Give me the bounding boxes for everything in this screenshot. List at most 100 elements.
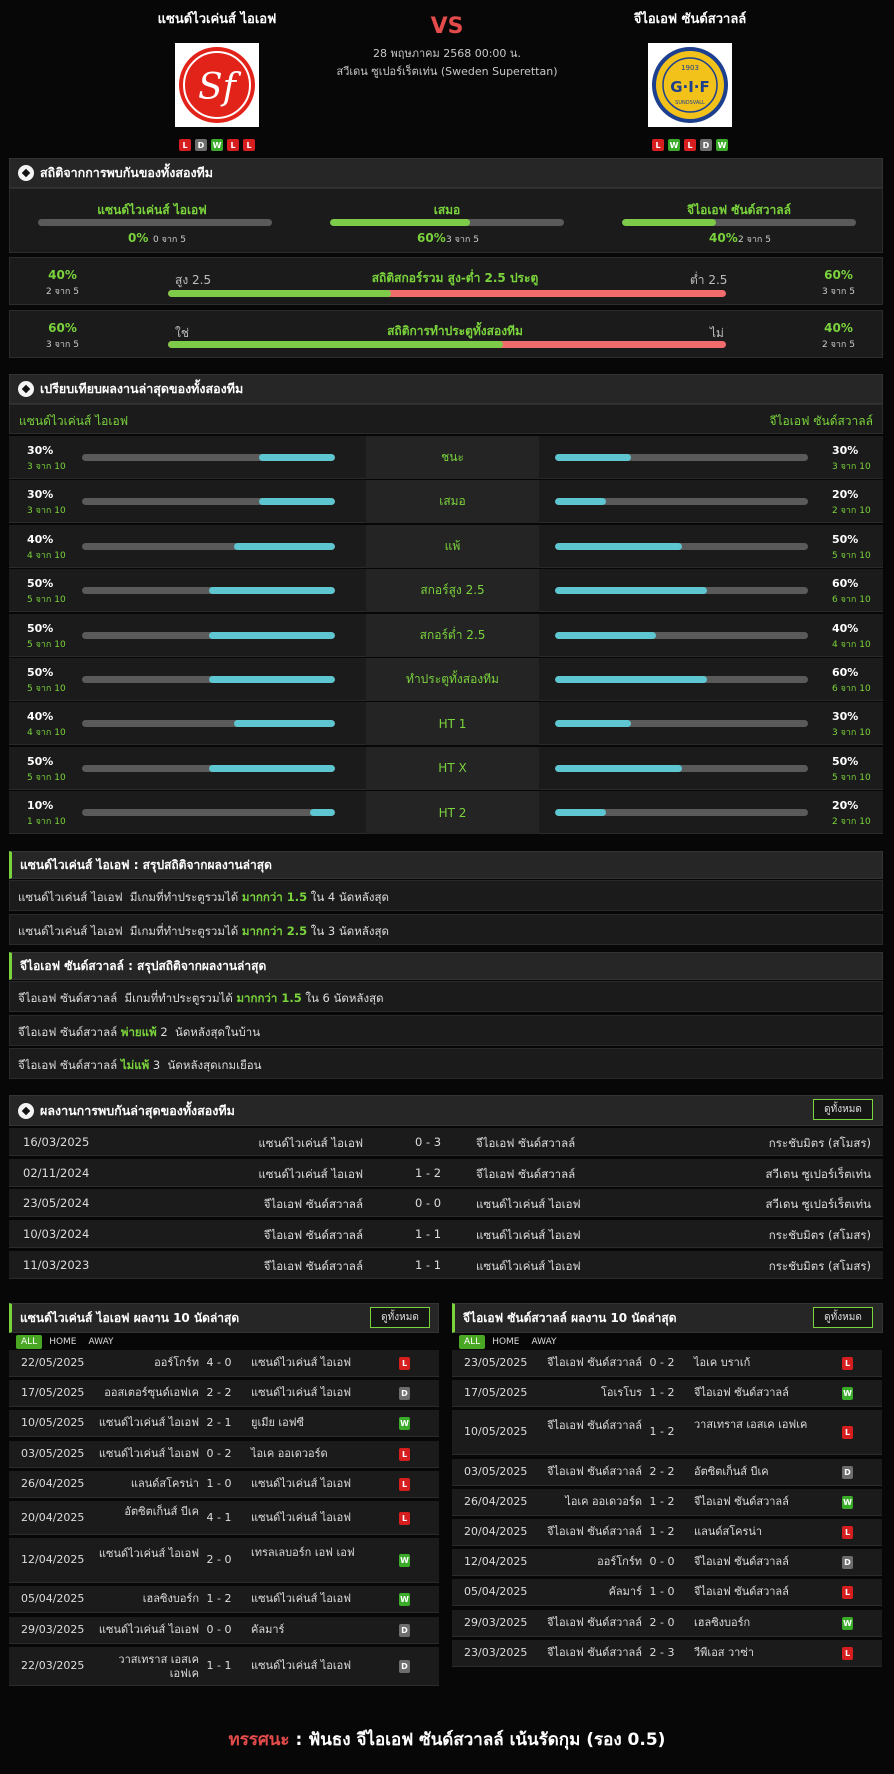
result-badge: L — [399, 1357, 410, 1370]
compare-away-pct: 60% — [832, 666, 859, 679]
recent-match-row[interactable]: 17/05/2025 ออสเตอร์ซุนด์เอฟเค 2 - 2 แซนด์ไว… — [9, 1380, 439, 1408]
match-home: แซนด์ไวเค่นส์ ไอเอฟ — [258, 1166, 363, 1181]
home-team-name: แซนด์ไวเค่นส์ ไอเอฟ — [157, 12, 277, 27]
recent-match-row[interactable]: 20/04/2025 จีไอเอฟ ซันด์สวาลล์ 1 - 2 แลนด์ส… — [452, 1519, 882, 1546]
compare-home-fill — [208, 587, 335, 595]
h2h-draw-label: เสมอ — [433, 203, 461, 217]
tab-home[interactable]: HOME — [492, 1337, 520, 1347]
recent-match-row[interactable]: 05/04/2025 คัลมาร์ 1 - 0 จีไอเอฟ ซันด์สวาลล… — [452, 1579, 882, 1607]
match-home: แลนด์สโครน่า — [130, 1476, 199, 1490]
summary-line: จีไอเอฟ ซันด์สวาลล์ มีเกมที่ทำประตูรวมได… — [9, 981, 883, 1012]
match-competition: กระชับมิตร (สโมสร) — [768, 1228, 871, 1243]
h2h-away-label: จีไอเอฟ ซันด์สวาลล์ — [687, 203, 791, 217]
compare-home-bar — [82, 676, 335, 683]
match-date: 22/05/2025 — [21, 1356, 85, 1369]
match-competition: กระชับมิตร (สโมสร) — [768, 1258, 871, 1273]
compare-row: 30% 3 จาก 10 ชนะ 30% 3 จาก 10 — [9, 436, 883, 479]
match-away: อัตซิตเก็นส์ บีเค — [694, 1464, 769, 1478]
compare-metric: HT 2 — [366, 791, 539, 835]
match-score: 2 - 0 — [649, 1615, 675, 1629]
compare-row: 50% 5 จาก 10 สกอร์สูง 2.5 60% 6 จาก 10 — [9, 569, 883, 613]
h2h-match-row[interactable]: 02/11/2024 แซนด์ไวเค่นส์ ไอเอฟ 1 - 2 จีไอเอ… — [9, 1158, 883, 1187]
form-badge: L — [227, 139, 239, 151]
match-date: 29/03/2025 — [464, 1615, 528, 1629]
h2h-match-row[interactable]: 23/05/2024 จีไอเอฟ ซันด์สวาลล์ 0 - 0 แซนด์ไ… — [9, 1189, 883, 1218]
compare-away-pct: 60% — [832, 577, 859, 591]
result-badge: L — [399, 1511, 410, 1525]
recent-match-row[interactable]: 22/05/2025 ออร์โกร์ท 4 - 0 แซนด์ไวเค่นส์ ไอ… — [9, 1350, 439, 1377]
match-date: 17/05/2025 — [21, 1386, 85, 1400]
compare-metric: HT 1 — [366, 702, 539, 746]
recent-match-row[interactable]: 05/04/2025 เฮลซิงบอร์ก 1 - 2 แซนด์ไวเค่นส์ … — [9, 1586, 439, 1614]
recent-match-row[interactable]: 10/05/2025 แซนด์ไวเค่นส์ ไอเอฟ 2 - 1 ยูเมีย… — [9, 1410, 439, 1438]
h2h-match-row[interactable]: 11/03/2023 จีไอเอฟ ซันด์สวาลล์ 1 - 1 แซนด์ไ… — [9, 1250, 883, 1279]
tab-home[interactable]: HOME — [49, 1337, 77, 1347]
match-home: จีไอเอฟ ซันด์สวาลล์ — [547, 1645, 642, 1659]
compare-away-of: 3 จาก 10 — [832, 728, 871, 739]
match-date: 28 พฤษภาคม 2568 00:00 น. — [373, 47, 521, 60]
recent-match-row[interactable]: 26/04/2025 แลนด์สโครน่า 1 - 0 แซนด์ไวเค่นส์… — [9, 1470, 439, 1498]
match-score: 1 - 0 — [206, 1476, 232, 1490]
tab-all[interactable]: ALL — [16, 1335, 43, 1349]
h2h-result-panel: แซนด์ไวเค่นส์ ไอเอฟ 0% 0 จาก 5 เสมอ 60% … — [9, 188, 883, 253]
recent-match-row[interactable]: 12/04/2025 ออร์โกร์ท 0 - 0 จีไอเอฟ ซันด์สวา… — [452, 1549, 882, 1577]
recent-match-row[interactable]: 03/05/2025 แซนด์ไวเค่นส์ ไอเอฟ 0 - 2 ไอเค อ… — [9, 1440, 439, 1468]
compare-away-name: จีไอเอฟ ซันด์สวาลล์ — [769, 414, 873, 428]
tab-away[interactable]: AWAY — [88, 1337, 114, 1347]
away-logo-sub: SUNDSVALL — [675, 100, 705, 106]
recent-match-row[interactable]: 17/05/2025 โอเรโบร 1 - 2 จีไอเอฟ ซันด์สวาลล… — [452, 1380, 882, 1408]
match-home: วาสเทราส เอสเค เอฟเค — [118, 1652, 199, 1680]
match-date: 23/05/2024 — [23, 1196, 90, 1211]
compare-home-fill — [309, 809, 335, 817]
result-badge: L — [842, 1426, 853, 1440]
recent-match-row[interactable]: 22/03/2025 วาสเทราส เอสเค เอฟเค 1 - 1 แซนด์… — [9, 1646, 439, 1686]
match-score: 1 - 1 — [414, 1227, 442, 1242]
tab-away[interactable]: AWAY — [531, 1337, 557, 1347]
recent-match-row[interactable]: 20/04/2025 อัตซิตเก็นส์ บีเค 4 - 1 แซนด์ไวเ… — [9, 1501, 439, 1535]
last-away-view-all-button[interactable]: ดูทั้งหมด — [813, 1307, 873, 1328]
away-team[interactable]: จีไอเอฟ ซันด์สวาลล์ 1903 G·I·F SUNDSVALL L… — [570, 8, 810, 151]
match-score: 0 - 0 — [649, 1555, 675, 1569]
compare-metric: สกอร์สูง 2.5 — [366, 569, 539, 613]
match-away: แซนด์ไวเค่นส์ ไอเอฟ — [251, 1356, 352, 1369]
recent-match-row[interactable]: 26/04/2025 ไอเค ออเดวอร์ด 1 - 2 จีไอเอฟ ซัน… — [452, 1488, 882, 1516]
recent-match-row[interactable]: 23/05/2025 จีไอเอฟ ซันด์สวาลล์ 0 - 2 ไอเค บ… — [452, 1350, 882, 1377]
recent-match-row[interactable]: 12/04/2025 แซนด์ไวเค่นส์ ไอเอฟ 2 - 0 เทรลเล… — [9, 1538, 439, 1584]
recent-match-row[interactable]: 03/05/2025 จีไอเอฟ ซันด์สวาลล์ 2 - 2 อัตซิต… — [452, 1458, 882, 1486]
recent-match-row[interactable]: 10/05/2025 จีไอเอฟ ซันด์สวาลล์ 1 - 2 วาสเทร… — [452, 1410, 882, 1456]
match-home: เฮลซิงบอร์ก — [142, 1592, 199, 1606]
compare-away-of: 5 จาก 10 — [832, 772, 871, 783]
summary-text: แซนด์ไวเค่นส์ ไอเอฟ มีเกมที่ทำประตูรวมได… — [18, 923, 242, 938]
compare-away-bar — [555, 720, 808, 728]
match-date: 23/05/2025 — [464, 1356, 528, 1369]
recent-match-row[interactable]: 23/03/2025 จีไอเอฟ ซันด์สวาลล์ 2 - 3 วีพีเอ… — [452, 1639, 882, 1667]
match-competition: สวีเดน ซูเปอร์เร็ตเท่น — [765, 1197, 871, 1212]
compare-home-bar — [82, 587, 335, 595]
recent-match-row[interactable]: 29/03/2025 แซนด์ไวเค่นส์ ไอเอฟ 0 - 0 คัลมาร… — [9, 1616, 439, 1644]
match-score: 1 - 2 — [649, 1525, 675, 1538]
ou-left-pct: 40% — [48, 268, 77, 282]
compare-row: 50% 5 จาก 10 ทำประตูทั้งสองทีม 60% 6 จาก 10 — [9, 658, 883, 701]
h2h-view-all-button[interactable]: ดูทั้งหมด — [813, 1099, 873, 1120]
btts-panel: 60% 3 จาก 5 ใช่ สถิติการทำประตูทั้งสองที… — [9, 310, 883, 358]
result-badge: L — [842, 1586, 853, 1600]
soccer-ball-icon — [18, 381, 34, 397]
h2h-match-row[interactable]: 16/03/2025 แซนด์ไวเค่นส์ ไอเอฟ 0 - 3 จีไอเอ… — [9, 1128, 883, 1156]
match-home: คัลมาร์ — [608, 1585, 642, 1599]
tab-all[interactable]: ALL — [459, 1335, 486, 1349]
match-score: 1 - 2 — [414, 1165, 442, 1180]
compare-away-fill — [555, 454, 631, 461]
h2h-match-row[interactable]: 10/03/2024 จีไอเอฟ ซันด์สวาลล์ 1 - 1 แซนด์ไ… — [9, 1220, 883, 1249]
compare-home-pct: 30% — [27, 444, 54, 457]
away-team-logo: 1903 G·I·F SUNDSVALL — [648, 43, 732, 127]
match-date: 05/04/2025 — [464, 1585, 528, 1599]
match-score: 1 - 2 — [206, 1592, 232, 1606]
last-away-header: จีไอเอฟ ซันด์สวาลล์ ผลงาน 10 นัดล่าสุด — [452, 1303, 883, 1333]
recent-match-row[interactable]: 29/03/2025 จีไอเอฟ ซันด์สวาลล์ 2 - 0 เฮลซิง… — [452, 1609, 882, 1637]
compare-metric: ชนะ — [366, 436, 539, 479]
last-home-view-all-button[interactable]: ดูทั้งหมด — [370, 1307, 430, 1328]
away-logo-letters: G·I·F — [670, 78, 710, 96]
